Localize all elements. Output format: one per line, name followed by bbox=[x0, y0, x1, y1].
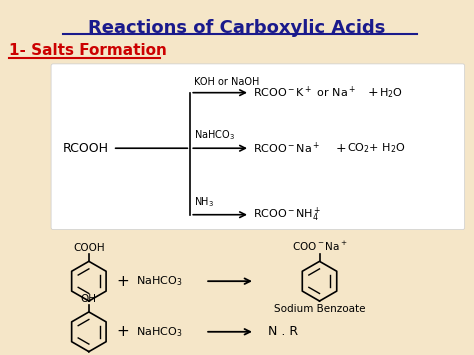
Text: +: + bbox=[116, 274, 129, 289]
Text: RCOO$^-$K$^+$ or Na$^+$: RCOO$^-$K$^+$ or Na$^+$ bbox=[253, 85, 356, 100]
FancyBboxPatch shape bbox=[51, 64, 465, 230]
Text: +: + bbox=[367, 86, 378, 99]
Text: NaHCO$_3$: NaHCO$_3$ bbox=[136, 274, 182, 288]
Text: NaHCO$_3$: NaHCO$_3$ bbox=[136, 325, 182, 339]
Text: 1- Salts Formation: 1- Salts Formation bbox=[9, 43, 167, 58]
Text: NaHCO$_3$: NaHCO$_3$ bbox=[194, 129, 235, 142]
Text: COO$^-$Na$^+$: COO$^-$Na$^+$ bbox=[292, 240, 347, 253]
Text: COOH: COOH bbox=[73, 244, 105, 253]
Text: OH: OH bbox=[81, 294, 97, 304]
Text: RCOO$^-$Na$^+$: RCOO$^-$Na$^+$ bbox=[253, 141, 320, 156]
Text: RCOOH: RCOOH bbox=[63, 142, 109, 155]
Text: +: + bbox=[116, 324, 129, 339]
Text: Reactions of Carboxylic Acids: Reactions of Carboxylic Acids bbox=[88, 19, 386, 37]
Text: +: + bbox=[336, 142, 346, 155]
Text: N . R: N . R bbox=[268, 325, 298, 338]
Text: NH$_3$: NH$_3$ bbox=[194, 195, 214, 209]
Text: RCOO$^-$NH$_4^+$: RCOO$^-$NH$_4^+$ bbox=[253, 206, 321, 224]
Text: H$_2$O: H$_2$O bbox=[379, 86, 403, 99]
Text: KOH or NaOH: KOH or NaOH bbox=[194, 77, 260, 87]
Text: Sodium Benzoate: Sodium Benzoate bbox=[274, 304, 365, 314]
Text: CO$_2$+ H$_2$O: CO$_2$+ H$_2$O bbox=[347, 141, 406, 155]
